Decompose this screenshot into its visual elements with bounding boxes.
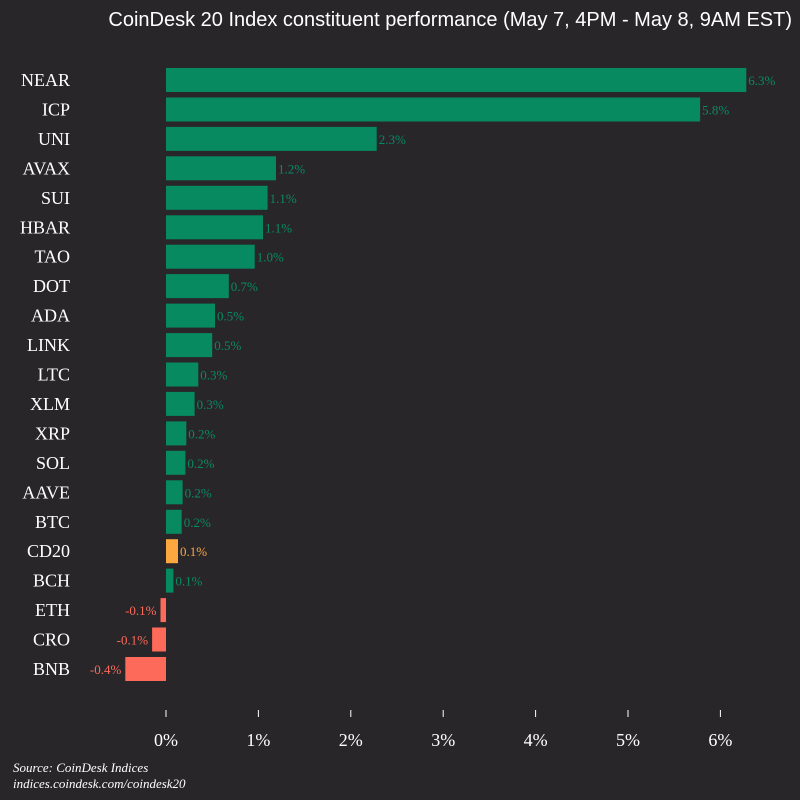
value-label-ltc: 0.3%: [200, 368, 227, 383]
bar-eth: [160, 598, 166, 623]
value-label-dot: 0.7%: [231, 279, 258, 294]
value-label-eth: -0.1%: [125, 603, 157, 618]
x-tick-label-0: 0%: [154, 730, 178, 750]
x-tick-label-4: 4%: [524, 730, 548, 750]
x-tick-label-2: 2%: [339, 730, 363, 750]
bar-icp: [166, 97, 701, 122]
category-label-avax: AVAX: [23, 158, 70, 178]
value-label-aave: 0.2%: [185, 485, 212, 500]
bar-xlm: [166, 391, 195, 416]
value-label-btc: 0.2%: [184, 515, 211, 530]
bar-cro: [152, 627, 166, 652]
bar-xrp: [166, 421, 187, 446]
bars-layer: NEAR 6.3% ICP 5.8% UNI 2.3% AVAX 1.2% SUI 1.1% HBA…: [20, 68, 776, 681]
category-label-hbar: HBAR: [20, 217, 70, 237]
value-label-xrp: 0.2%: [188, 426, 215, 441]
x-axis: 0% 1% 2% 3% 4% 5% 6%: [154, 710, 732, 750]
category-label-bch: BCH: [33, 571, 70, 591]
bar-ltc: [166, 362, 199, 387]
category-label-link: LINK: [27, 335, 70, 355]
category-label-sol: SOL: [36, 453, 70, 473]
chart-title: CoinDesk 20 Index constituent performanc…: [108, 9, 792, 31]
value-label-uni: 2.3%: [379, 132, 406, 147]
category-label-ltc: LTC: [38, 365, 70, 385]
bar-cd20: [166, 539, 178, 564]
bar-hbar: [166, 215, 263, 240]
category-label-ada: ADA: [31, 306, 70, 326]
x-tick-label-1: 1%: [246, 730, 270, 750]
source-note: Source: CoinDesk Indices indices.coindes…: [13, 760, 186, 792]
category-label-uni: UNI: [38, 129, 70, 149]
category-label-tao: TAO: [34, 247, 70, 267]
value-label-sol: 0.2%: [187, 456, 214, 471]
category-label-bnb: BNB: [33, 659, 70, 679]
x-tick-label-3: 3%: [431, 730, 455, 750]
bar-avax: [166, 156, 276, 181]
category-label-cro: CRO: [33, 630, 70, 650]
source-line: Source: CoinDesk Indices: [13, 760, 149, 775]
value-label-icp: 5.8%: [702, 103, 729, 118]
value-label-tao: 1.0%: [257, 250, 284, 265]
bar-dot: [166, 274, 229, 299]
category-label-dot: DOT: [33, 276, 70, 296]
value-label-avax: 1.2%: [278, 161, 305, 176]
bar-ada: [166, 303, 215, 328]
value-label-sui: 1.1%: [270, 191, 297, 206]
x-tick-label-6: 6%: [708, 730, 732, 750]
category-label-eth: ETH: [35, 600, 70, 620]
value-label-near: 6.3%: [748, 73, 775, 88]
bar-bnb: [125, 657, 166, 681]
category-label-sui: SUI: [41, 188, 70, 208]
value-label-bnb: -0.4%: [90, 662, 122, 677]
category-label-btc: BTC: [35, 512, 70, 532]
category-label-icp: ICP: [42, 100, 70, 120]
value-label-cd20: 0.1%: [180, 544, 207, 559]
value-label-cro: -0.1%: [117, 633, 149, 648]
value-label-bch: 0.1%: [175, 574, 202, 589]
bar-bch: [166, 568, 174, 593]
value-label-xlm: 0.3%: [197, 397, 224, 412]
source-url: indices.coindesk.com/coindesk20: [13, 776, 186, 791]
bar-sol: [166, 450, 186, 475]
category-label-xlm: XLM: [30, 394, 70, 414]
value-label-link: 0.5%: [214, 338, 241, 353]
category-label-aave: AAVE: [22, 482, 70, 502]
value-label-ada: 0.5%: [217, 309, 244, 324]
bar-tao: [166, 244, 255, 269]
category-label-near: NEAR: [21, 70, 70, 90]
category-label-cd20: CD20: [27, 541, 70, 561]
x-tick-label-5: 5%: [616, 730, 640, 750]
bar-sui: [166, 185, 268, 210]
bar-btc: [166, 509, 182, 534]
category-label-xrp: XRP: [35, 423, 70, 443]
bar-aave: [166, 480, 183, 505]
value-label-hbar: 1.1%: [265, 220, 292, 235]
bar-near: [166, 68, 747, 92]
bar-uni: [166, 126, 377, 151]
bar-link: [166, 333, 213, 358]
